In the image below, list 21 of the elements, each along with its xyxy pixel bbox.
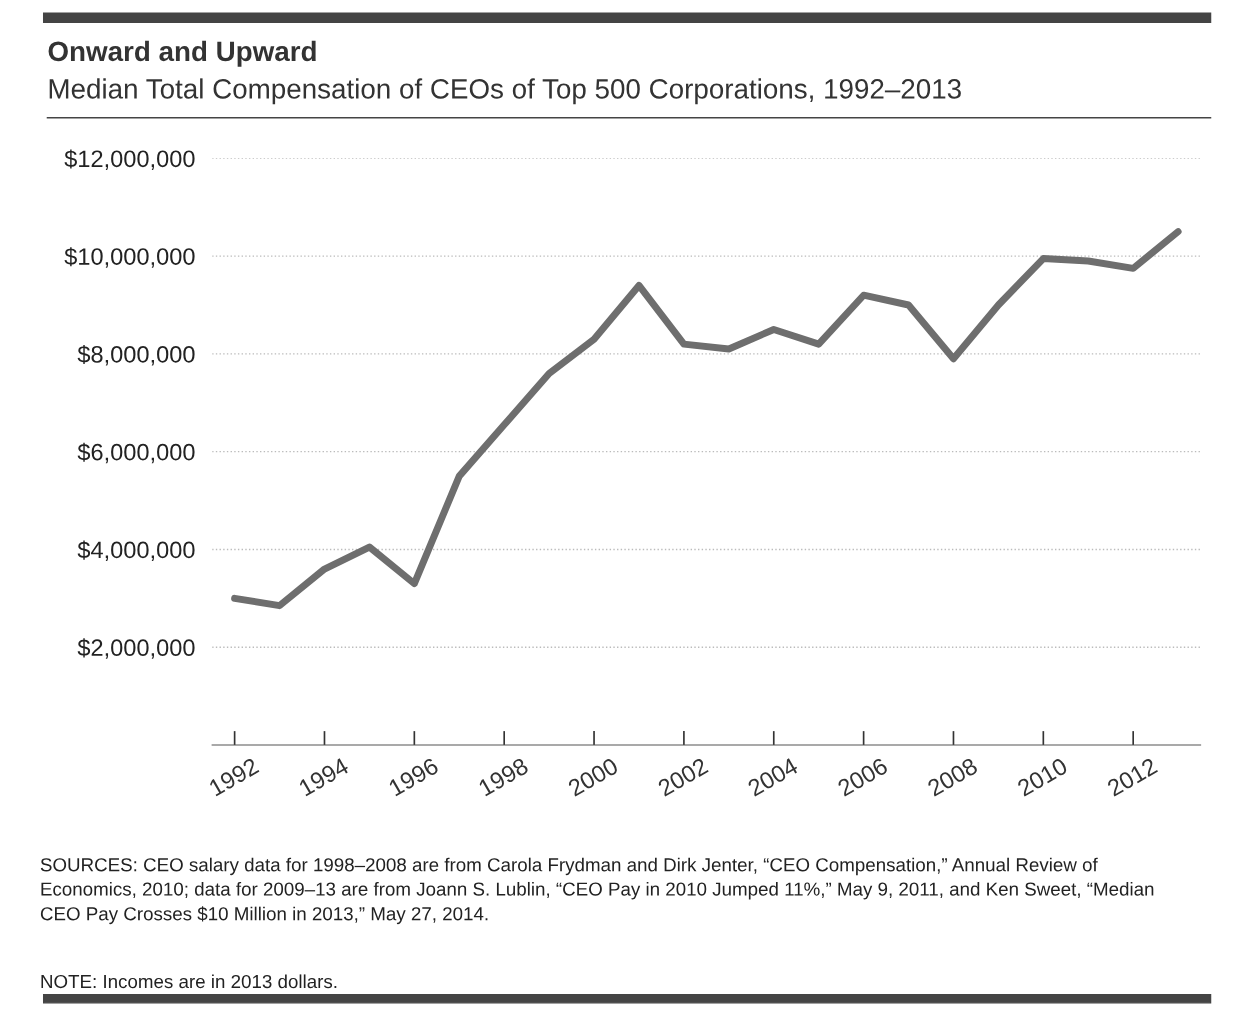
x-tick-label: 2008 [926, 757, 979, 797]
x-tick-label: 2010 [1016, 757, 1069, 797]
x-tick-label: 1994 [298, 757, 350, 797]
x-tick-label: 1992 [208, 757, 260, 797]
y-tick-label: $12,000,000 [64, 149, 195, 170]
chart-title: Onward and Upward [48, 40, 316, 67]
y-tick-label: $8,000,000 [77, 344, 195, 366]
text: NOTE: Incomes are in 2013 dollars. [41, 974, 337, 989]
x-tick-label: 1998 [477, 757, 530, 797]
y-tick-label: $4,000,000 [77, 540, 195, 562]
y-tick-label: $10,000,000 [64, 247, 195, 268]
x-tick-label: 2000 [567, 757, 620, 797]
x-tick-label: 2012 [1106, 757, 1159, 797]
x-tick-label: 2004 [746, 757, 800, 797]
chart-subtitle: Median Total Compensation of CEOs of Top 500 Corporations, 1992–2013 [49, 78, 961, 105]
y-tick-label: $2,000,000 [77, 638, 195, 659]
x-tick-label: 2006 [836, 757, 889, 797]
x-tick-label: 2002 [657, 757, 709, 797]
source-note: SOURCES: CEO salary data for 1998–2008 are from Carola Frydman and Dirk Jenter, “CEO Compensation,” Annual Review of Economics, 2010; data for 2009–13 are from Joann S. Lublin, “CEO Pay in 2010 Jumped 11%,” May 9, 2011, and Ken Sweet, “Median CEO Pay Crosses $10 Million in 2013,” May 27, 2014. [40, 857, 1154, 925]
x-tick-label: 1996 [387, 757, 440, 797]
y-tick-label: $6,000,000 [77, 442, 195, 464]
